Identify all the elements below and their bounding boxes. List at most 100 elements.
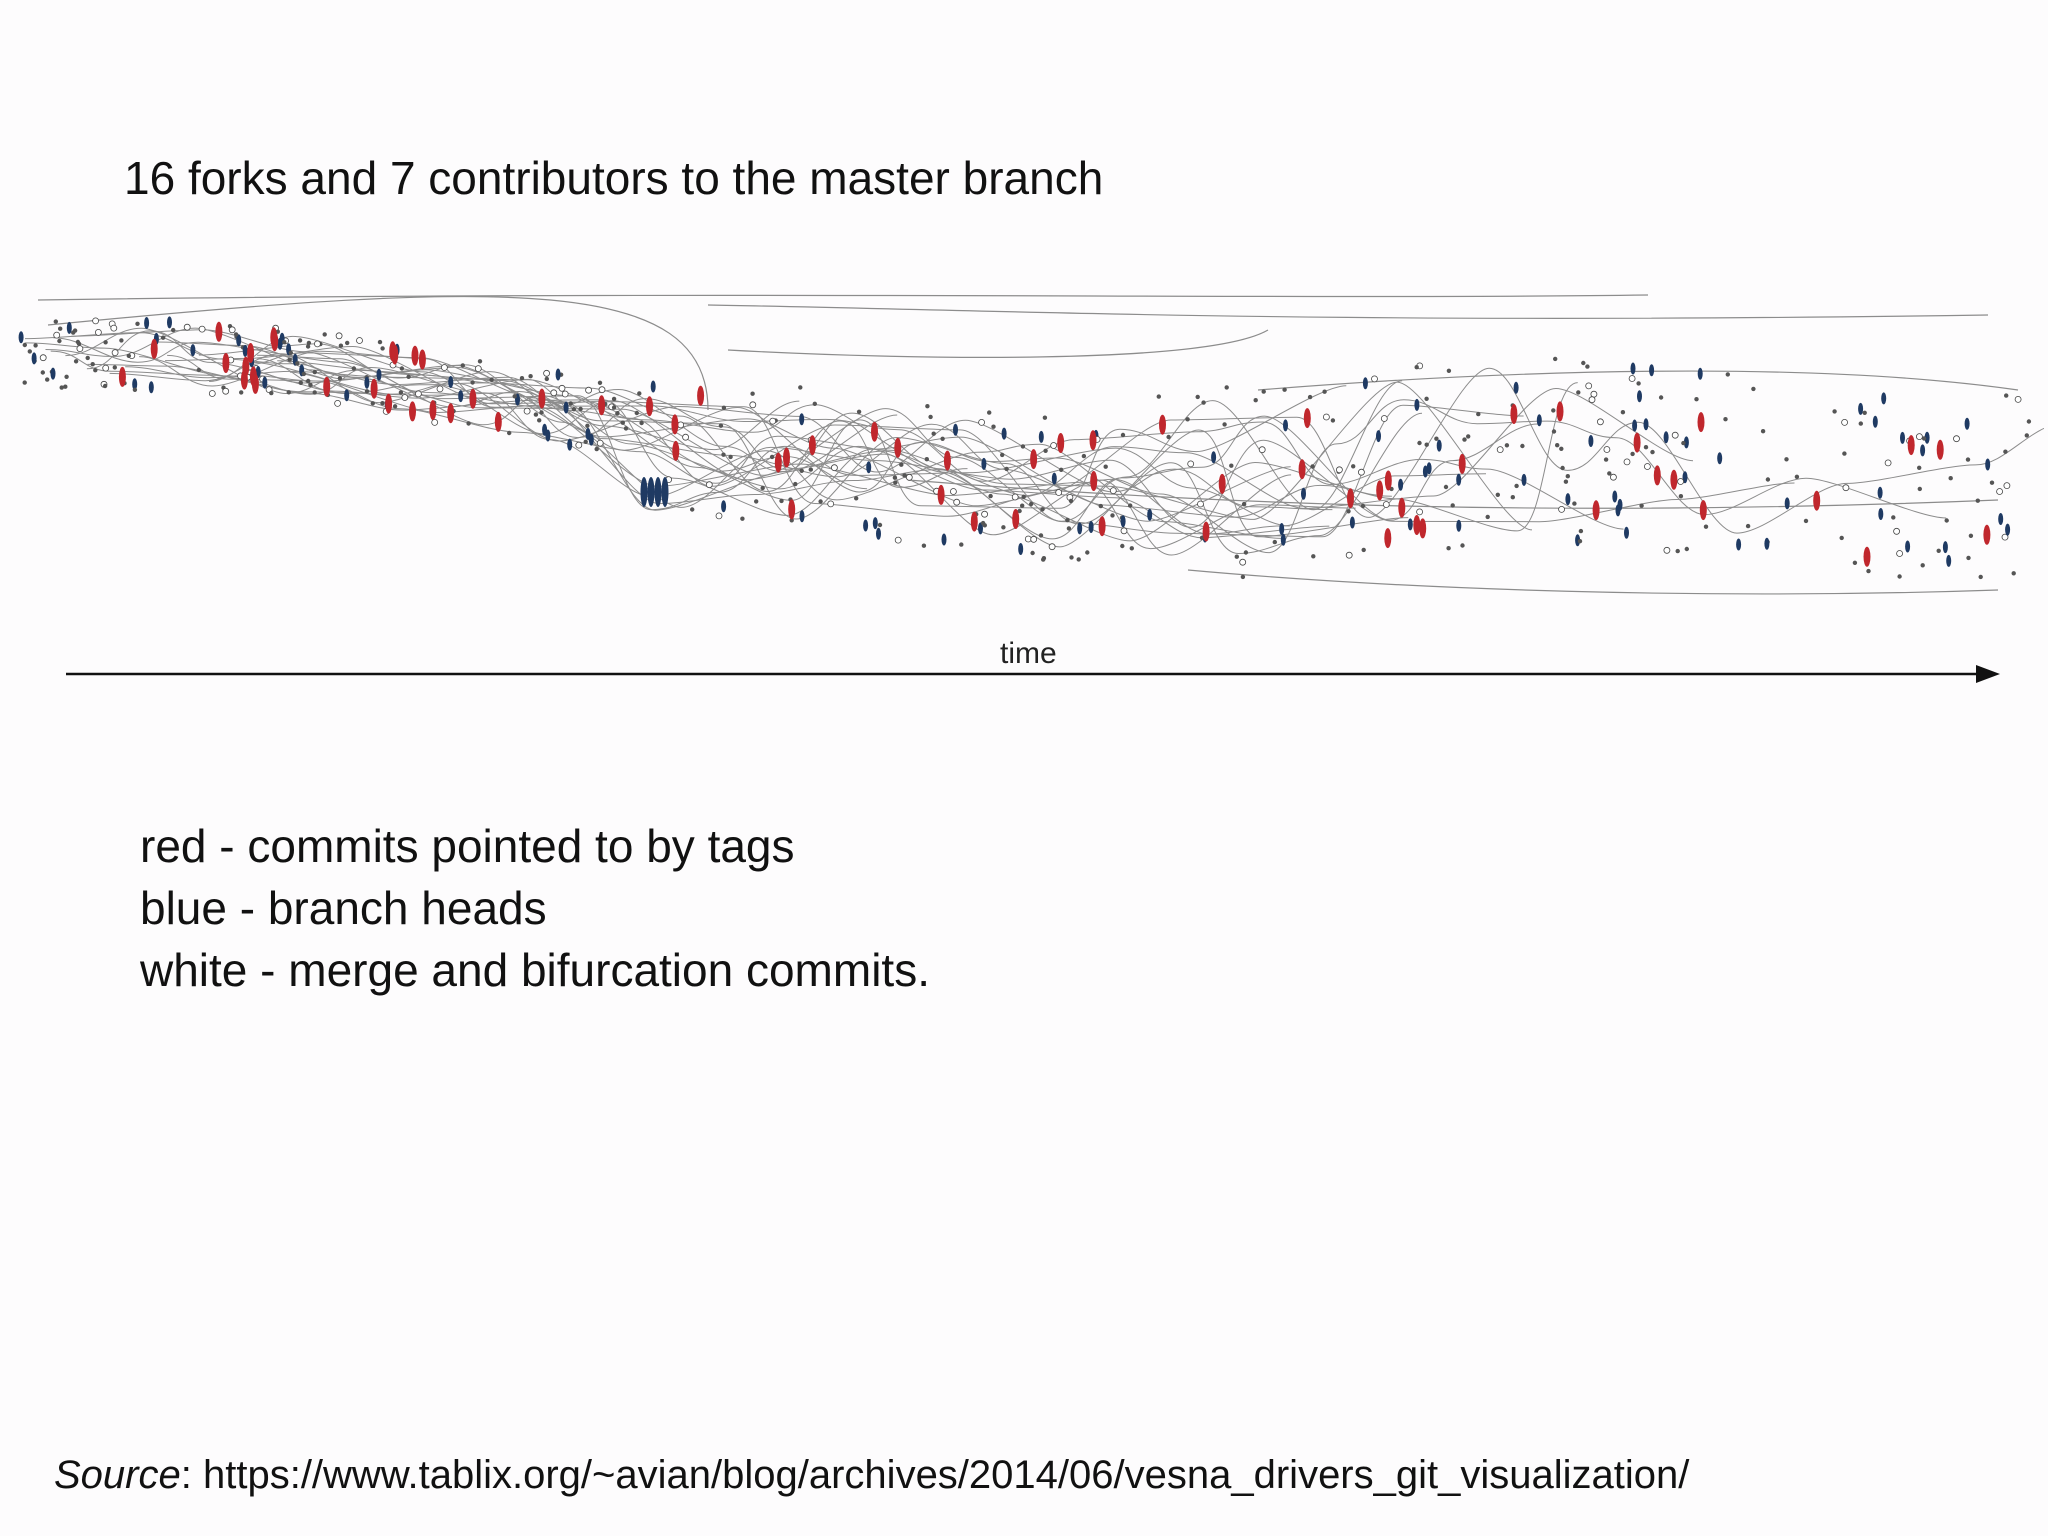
- graph-edges: [24, 294, 2044, 595]
- merge-commit-node: [111, 349, 119, 356]
- commit-node: [1897, 574, 1902, 579]
- commit-node: [818, 499, 823, 504]
- tag-commit-node: [1670, 469, 1678, 490]
- branch-head-node: [1872, 415, 1878, 428]
- tag-commit-node: [1592, 500, 1600, 521]
- commit-node: [2026, 419, 2032, 424]
- commit-node: [1414, 365, 1419, 370]
- commit-node: [571, 407, 577, 412]
- commit-node: [1361, 547, 1366, 553]
- commit-node: [512, 394, 517, 399]
- commit-node: [1485, 514, 1490, 520]
- tag-commit-node: [937, 484, 945, 505]
- commit-node: [1866, 568, 1871, 574]
- commit-node: [392, 404, 398, 409]
- merge-commit-node: [401, 394, 409, 401]
- commit-node: [583, 439, 588, 444]
- commit-node: [1038, 533, 1044, 538]
- branch-head-node: [654, 477, 662, 507]
- branch-head-node: [1649, 364, 1655, 377]
- branch-head-node: [661, 477, 669, 507]
- commit-node: [597, 380, 603, 385]
- commit-node: [1563, 479, 1569, 484]
- commit-node: [298, 380, 303, 385]
- commit-node: [856, 409, 862, 414]
- commit-node: [1936, 548, 1941, 553]
- commit-node: [1784, 457, 1789, 462]
- branch-head-node: [1858, 402, 1864, 415]
- commit-node: [119, 338, 124, 343]
- branch-head-node: [1663, 431, 1669, 444]
- commit-node: [1004, 466, 1009, 472]
- branch-head-node: [1280, 533, 1286, 546]
- commit-node: [1620, 410, 1626, 415]
- commit-node: [1989, 480, 1995, 485]
- commit-node: [1185, 417, 1190, 422]
- commit-node: [239, 390, 244, 395]
- branch-head-node: [978, 522, 983, 535]
- merge-commit-node: [561, 390, 569, 398]
- commit-node: [1920, 563, 1925, 568]
- merge-commit-node: [1380, 415, 1388, 422]
- commit-node: [466, 421, 471, 426]
- commit-node: [380, 346, 385, 351]
- commit-node: [57, 338, 62, 344]
- time-axis-arrow: [66, 665, 2000, 683]
- tag-commit-node: [697, 385, 705, 406]
- branch-head-node: [1784, 497, 1790, 510]
- commit-node: [1978, 574, 1983, 580]
- branch-head-node: [1456, 473, 1462, 486]
- tag-commit-node: [1699, 500, 1707, 521]
- graph-edge: [727, 329, 1269, 358]
- merge-commit-node: [1953, 435, 1960, 443]
- commit-node: [2004, 393, 2009, 398]
- tag-commit-node: [783, 447, 790, 468]
- commit-node: [364, 389, 370, 394]
- branch-head-node: [1588, 435, 1594, 447]
- branch-head-node: [1877, 486, 1883, 499]
- merge-commit-node: [769, 417, 777, 425]
- commit-node: [1466, 434, 1471, 439]
- color-legend: red - commits pointed to by tags blue - …: [140, 815, 930, 1001]
- commit-node: [53, 319, 58, 324]
- commit-node: [1965, 457, 1971, 462]
- branch-head-node: [953, 423, 958, 436]
- commit-node: [925, 404, 930, 409]
- tag-commit-node: [1983, 524, 1991, 545]
- tag-commit-node: [1347, 488, 1354, 509]
- tag-commit-node: [1089, 430, 1097, 451]
- tag-commit-node: [1556, 401, 1564, 422]
- tag-commit-node: [894, 437, 902, 458]
- branch-head-node: [50, 367, 56, 380]
- branch-head-node: [876, 527, 881, 540]
- commit-node: [959, 542, 964, 547]
- graph-edge: [87, 363, 1392, 518]
- branch-head-node: [66, 321, 72, 334]
- branch-head-node: [190, 344, 196, 357]
- commit-node: [1450, 503, 1455, 508]
- commit-node: [740, 516, 745, 521]
- branch-head-node: [1632, 419, 1638, 432]
- commit-node: [1059, 467, 1064, 472]
- commit-node: [1066, 526, 1072, 531]
- branch-head-node: [1301, 487, 1306, 500]
- branch-head-node: [1764, 537, 1770, 550]
- source-url[interactable]: https://www.tablix.org/~avian/blog/archi…: [202, 1453, 1690, 1497]
- branch-head-node: [1077, 522, 1083, 535]
- tag-commit-node: [1653, 465, 1661, 486]
- commit-node: [312, 369, 317, 375]
- merge-commit-node: [39, 354, 47, 362]
- commit-node: [1020, 503, 1025, 508]
- tag-commit-node: [1090, 471, 1098, 491]
- branch-head-node: [364, 376, 370, 389]
- merge-commit-node: [523, 407, 531, 415]
- tag-commit-node: [370, 378, 378, 399]
- commit-node: [1261, 389, 1266, 394]
- commit-node: [634, 410, 639, 416]
- commit-node: [306, 378, 311, 384]
- commit-node: [1760, 429, 1766, 434]
- commit-node: [1643, 445, 1649, 450]
- branch-head-node: [1362, 377, 1368, 390]
- merge-commit-node: [1197, 500, 1204, 508]
- branch-head-node: [1643, 418, 1649, 431]
